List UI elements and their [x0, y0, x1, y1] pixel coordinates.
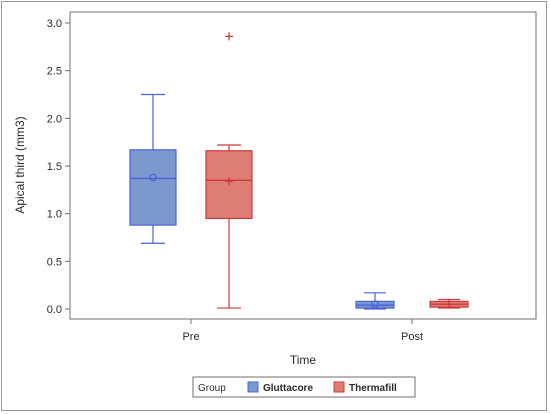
y-tick-label: 0.0	[47, 304, 62, 316]
legend: Group Gluttacore Thermafill	[192, 376, 416, 398]
box-gluttacore-post	[355, 292, 395, 310]
box-thermafill-pre	[205, 32, 253, 309]
legend-title: Group	[198, 383, 226, 394]
x-axis: Pre Post	[182, 319, 423, 343]
mean-marker	[149, 173, 157, 182]
box-iqr	[129, 149, 177, 226]
x-tick-label: Pre	[182, 331, 199, 343]
y-tick-label: 2.0	[47, 113, 62, 125]
box-thermafill-post	[429, 298, 469, 309]
x-axis-title: Time	[290, 353, 317, 367]
y-tick-label: 0.5	[47, 256, 62, 268]
y-axis: 0.0 0.5 1.0 1.5 2.0 2.5 3.0	[47, 18, 70, 316]
box-gluttacore-pre	[129, 93, 177, 244]
box-series	[129, 32, 469, 310]
y-axis-title: Apical third (mm3)	[13, 116, 27, 213]
y-tick-label: 3.0	[47, 18, 62, 30]
legend-label-gluttacore: Gluttacore	[263, 383, 313, 394]
y-tick-label: 1.5	[47, 161, 62, 173]
y-tick-label: 2.5	[47, 66, 62, 78]
y-tick-label: 1.0	[47, 209, 62, 221]
mean-marker	[371, 300, 379, 309]
x-tick-label: Post	[401, 331, 423, 343]
legend-swatch-gluttacore	[247, 381, 259, 393]
legend-swatch-thermafill	[333, 381, 345, 393]
legend-label-thermafill: Thermafill	[349, 383, 397, 394]
